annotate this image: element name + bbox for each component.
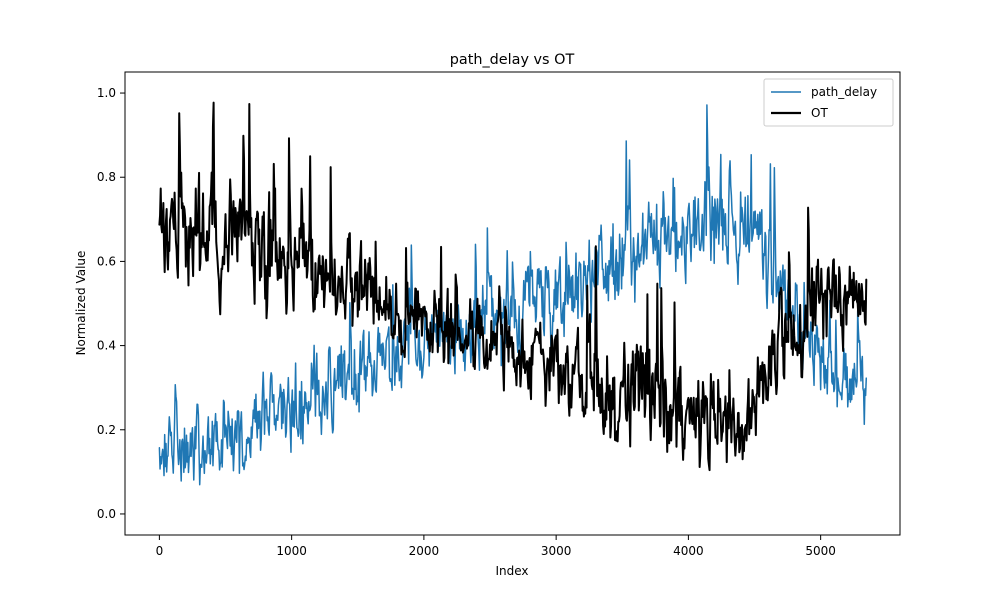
series-line-ot: [158, 101, 868, 472]
x-tick-label: 1000: [276, 544, 307, 558]
y-tick-label: 0.8: [97, 170, 116, 184]
plot-area: 0 1000 2000 3000 4000 5000 0.0 0.2 0.4 0.6 0.8 1.0: [97, 71, 901, 558]
series-line-path-delay: [158, 104, 868, 486]
legend-frame: [763, 78, 894, 127]
y-tick-label: 0.4: [97, 339, 116, 353]
plot-frame: [124, 71, 901, 536]
x-axis-label: Index: [495, 564, 528, 578]
legend: path_delay OT: [763, 78, 894, 127]
x-tick-label: 4000: [673, 544, 704, 558]
y-tick-label: 0.2: [97, 423, 116, 437]
y-tick-label: 0.0: [97, 507, 116, 521]
x-tick-label: 2000: [409, 544, 440, 558]
x-tick-label: 0: [156, 544, 164, 558]
y-tick-label: 0.6: [97, 254, 116, 268]
legend-label-path-delay: path_delay: [811, 85, 877, 99]
y-tick-label: 1.0: [97, 86, 116, 100]
x-tick-label: 3000: [541, 544, 572, 558]
legend-label-ot: OT: [811, 106, 828, 120]
y-axis-label: Normalized Value: [74, 251, 88, 356]
x-tick-label: 5000: [805, 544, 836, 558]
chart-title: path_delay vs OT: [450, 52, 575, 68]
